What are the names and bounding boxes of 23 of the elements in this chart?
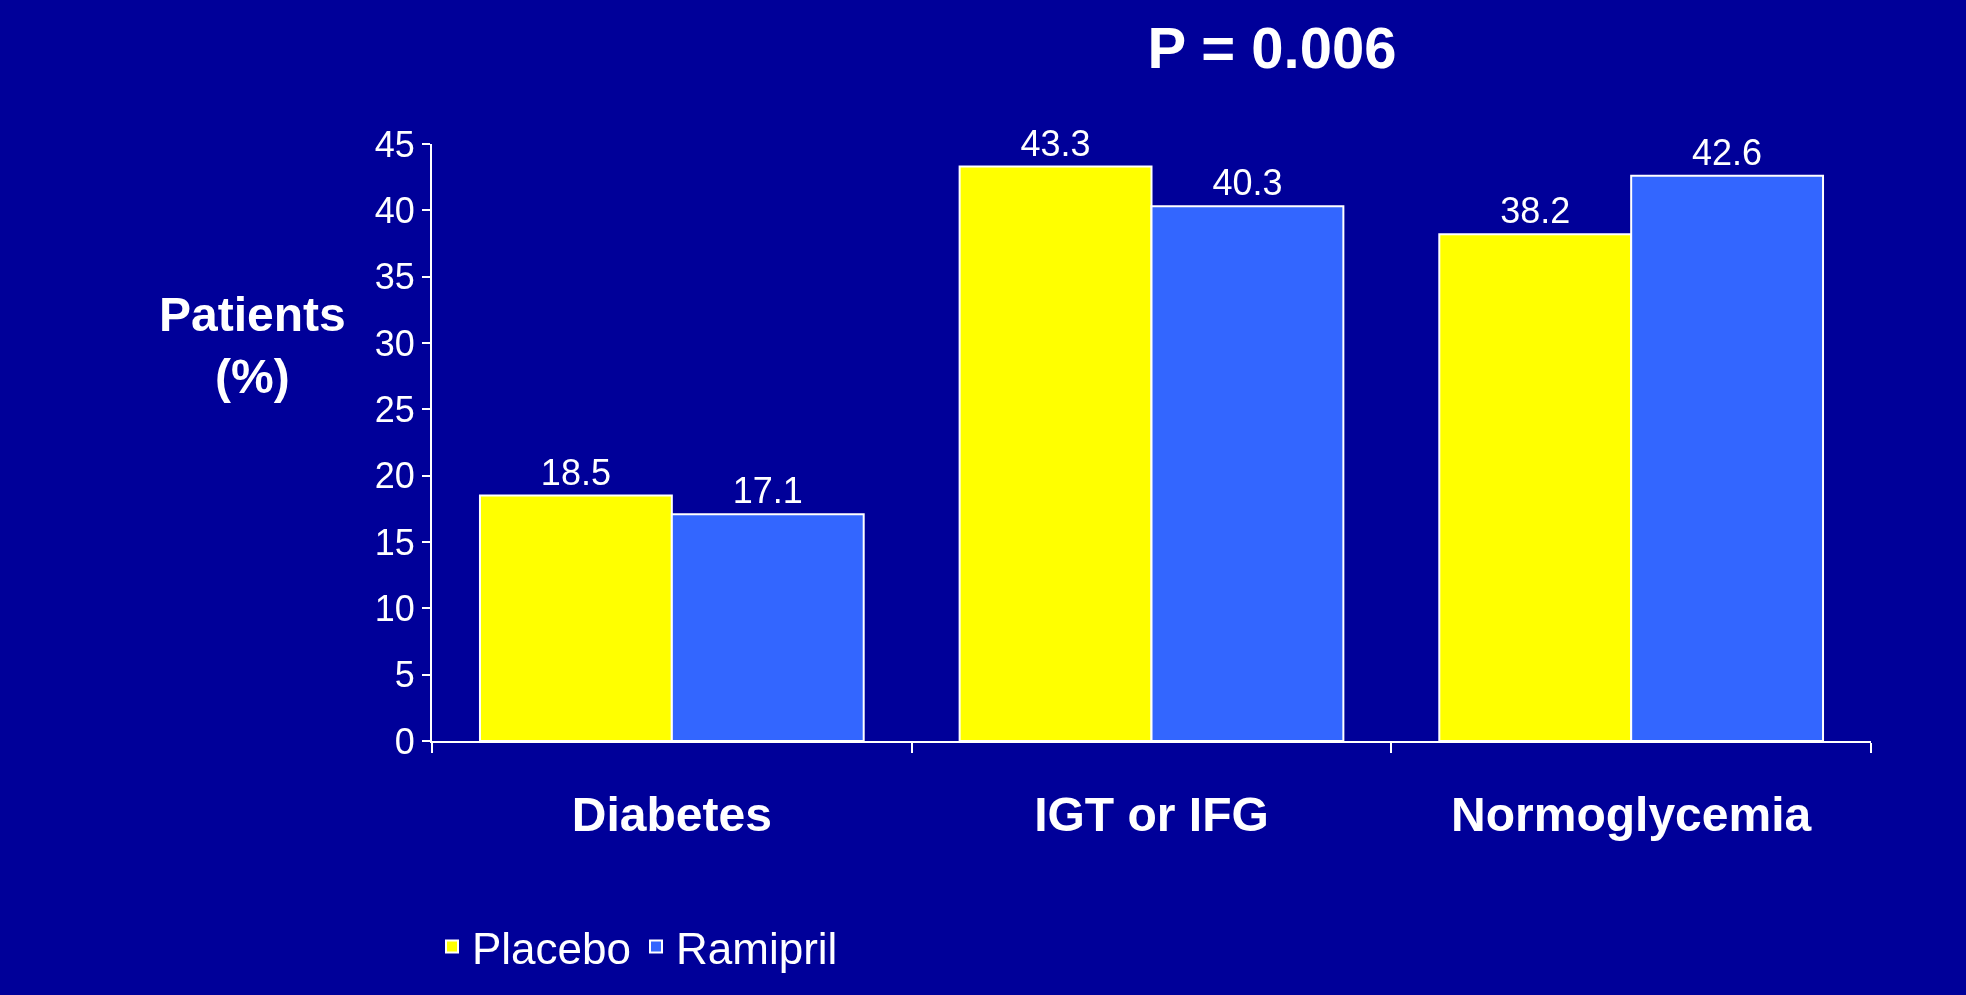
x-tick-label: Diabetes [571, 787, 772, 841]
legend-label: Placebo [472, 923, 632, 973]
data-label: 42.6 [1692, 131, 1763, 173]
data-label: 17.1 [732, 470, 803, 512]
data-label: 18.5 [540, 451, 611, 493]
y-tick-label: 10 [374, 587, 415, 629]
y-tick-label: 35 [374, 256, 415, 298]
x-tick-label: Normoglycemia [1451, 787, 1812, 841]
data-label: 38.2 [1500, 190, 1571, 232]
y-tick-label: 45 [374, 123, 415, 165]
data-label: 43.3 [1020, 122, 1091, 164]
y-tick-label: 20 [374, 455, 415, 497]
y-tick-label: 5 [394, 654, 415, 696]
y-tick-label: 15 [374, 521, 415, 563]
y-tick-label: 30 [374, 322, 415, 364]
data-label: 40.3 [1212, 162, 1283, 204]
y-tick-label: 40 [374, 189, 415, 231]
chart-title: P = 0.006 [1147, 15, 1397, 81]
y-tick-label: 25 [374, 388, 415, 430]
x-tick-label: IGT or IFG [1034, 787, 1269, 841]
legend-label: Ramipril [676, 923, 838, 973]
y-tick-label: 0 [394, 720, 415, 762]
y-axis-title: Patients (%) [159, 288, 346, 404]
